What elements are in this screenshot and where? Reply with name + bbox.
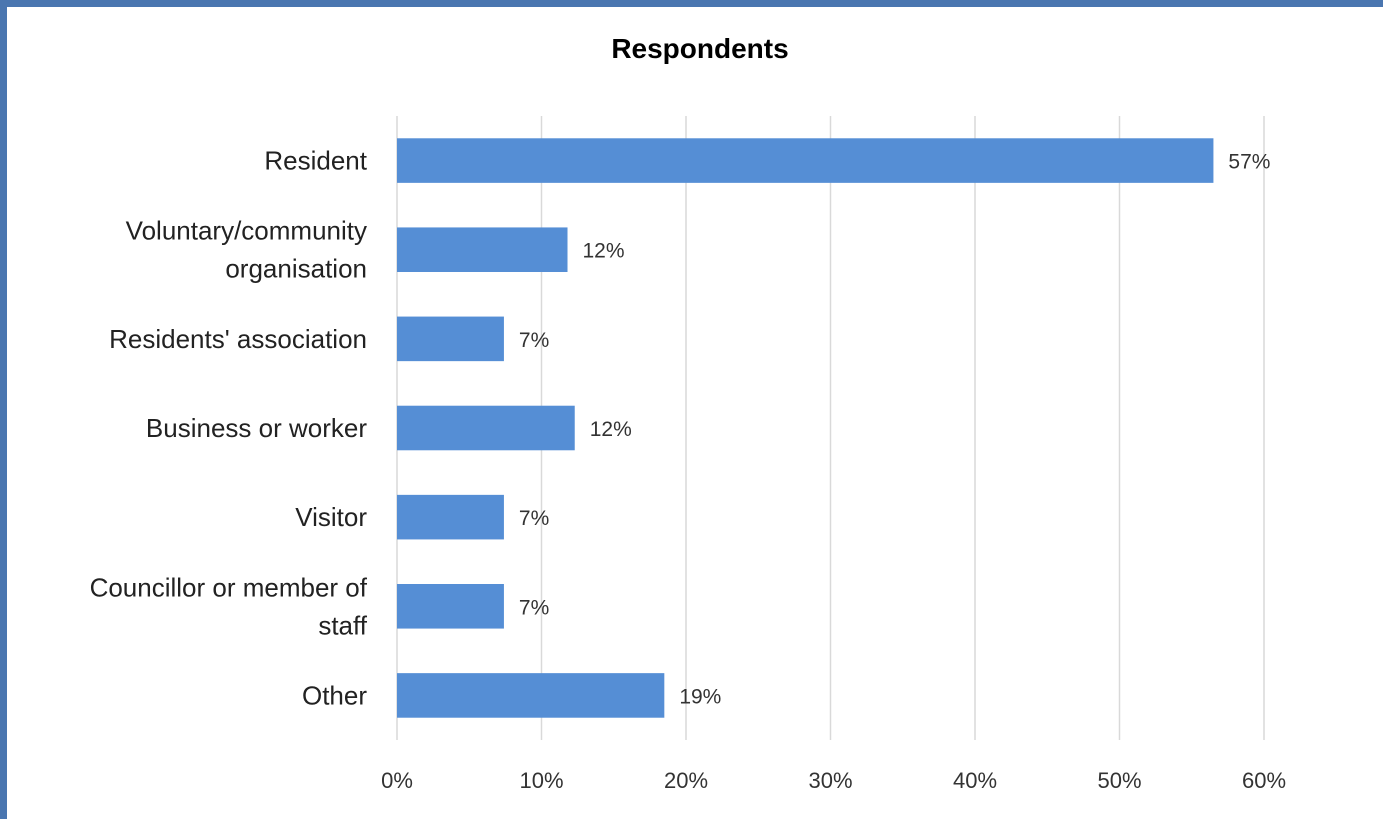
- labels: 0% 10% 20% 30% 40% 50% 60% 57% Resident 12% Volunt…: [90, 146, 1286, 793]
- data-label: 12%: [590, 418, 632, 441]
- bar: [397, 405, 575, 451]
- category-label: staff: [318, 610, 367, 640]
- category-label: Visitor: [295, 502, 367, 532]
- category-label: Business or worker: [146, 413, 367, 443]
- bar: [397, 673, 665, 718]
- bar: [397, 494, 504, 540]
- bar: [397, 138, 1214, 183]
- bar: [397, 316, 504, 362]
- chart-title: Respondents: [611, 33, 789, 64]
- x-tick-label: 30%: [808, 768, 852, 793]
- category-label: Voluntary/community: [126, 216, 367, 246]
- data-label: 7%: [519, 329, 549, 352]
- category-label: Other: [302, 680, 367, 710]
- x-tick-label: 60%: [1242, 768, 1286, 793]
- category-label: Resident: [264, 146, 367, 176]
- x-tick-label: 20%: [664, 768, 708, 793]
- category-label: Residents' association: [109, 324, 367, 354]
- data-label: 19%: [679, 685, 721, 708]
- data-label: 7%: [519, 507, 549, 530]
- gridlines: [396, 116, 1265, 740]
- data-label: 7%: [519, 596, 549, 619]
- x-tick-label: 40%: [953, 768, 997, 793]
- category-label: organisation: [225, 254, 367, 284]
- category-label: Councillor or member of: [90, 572, 368, 602]
- bar: [397, 584, 504, 629]
- x-tick-label: 50%: [1097, 768, 1141, 793]
- data-label: 12%: [583, 240, 625, 263]
- data-label: 57%: [1228, 151, 1270, 174]
- bar: [397, 227, 568, 272]
- x-tick-label: 0%: [381, 768, 413, 793]
- x-tick-label: 10%: [519, 768, 563, 793]
- bars: [397, 138, 1214, 718]
